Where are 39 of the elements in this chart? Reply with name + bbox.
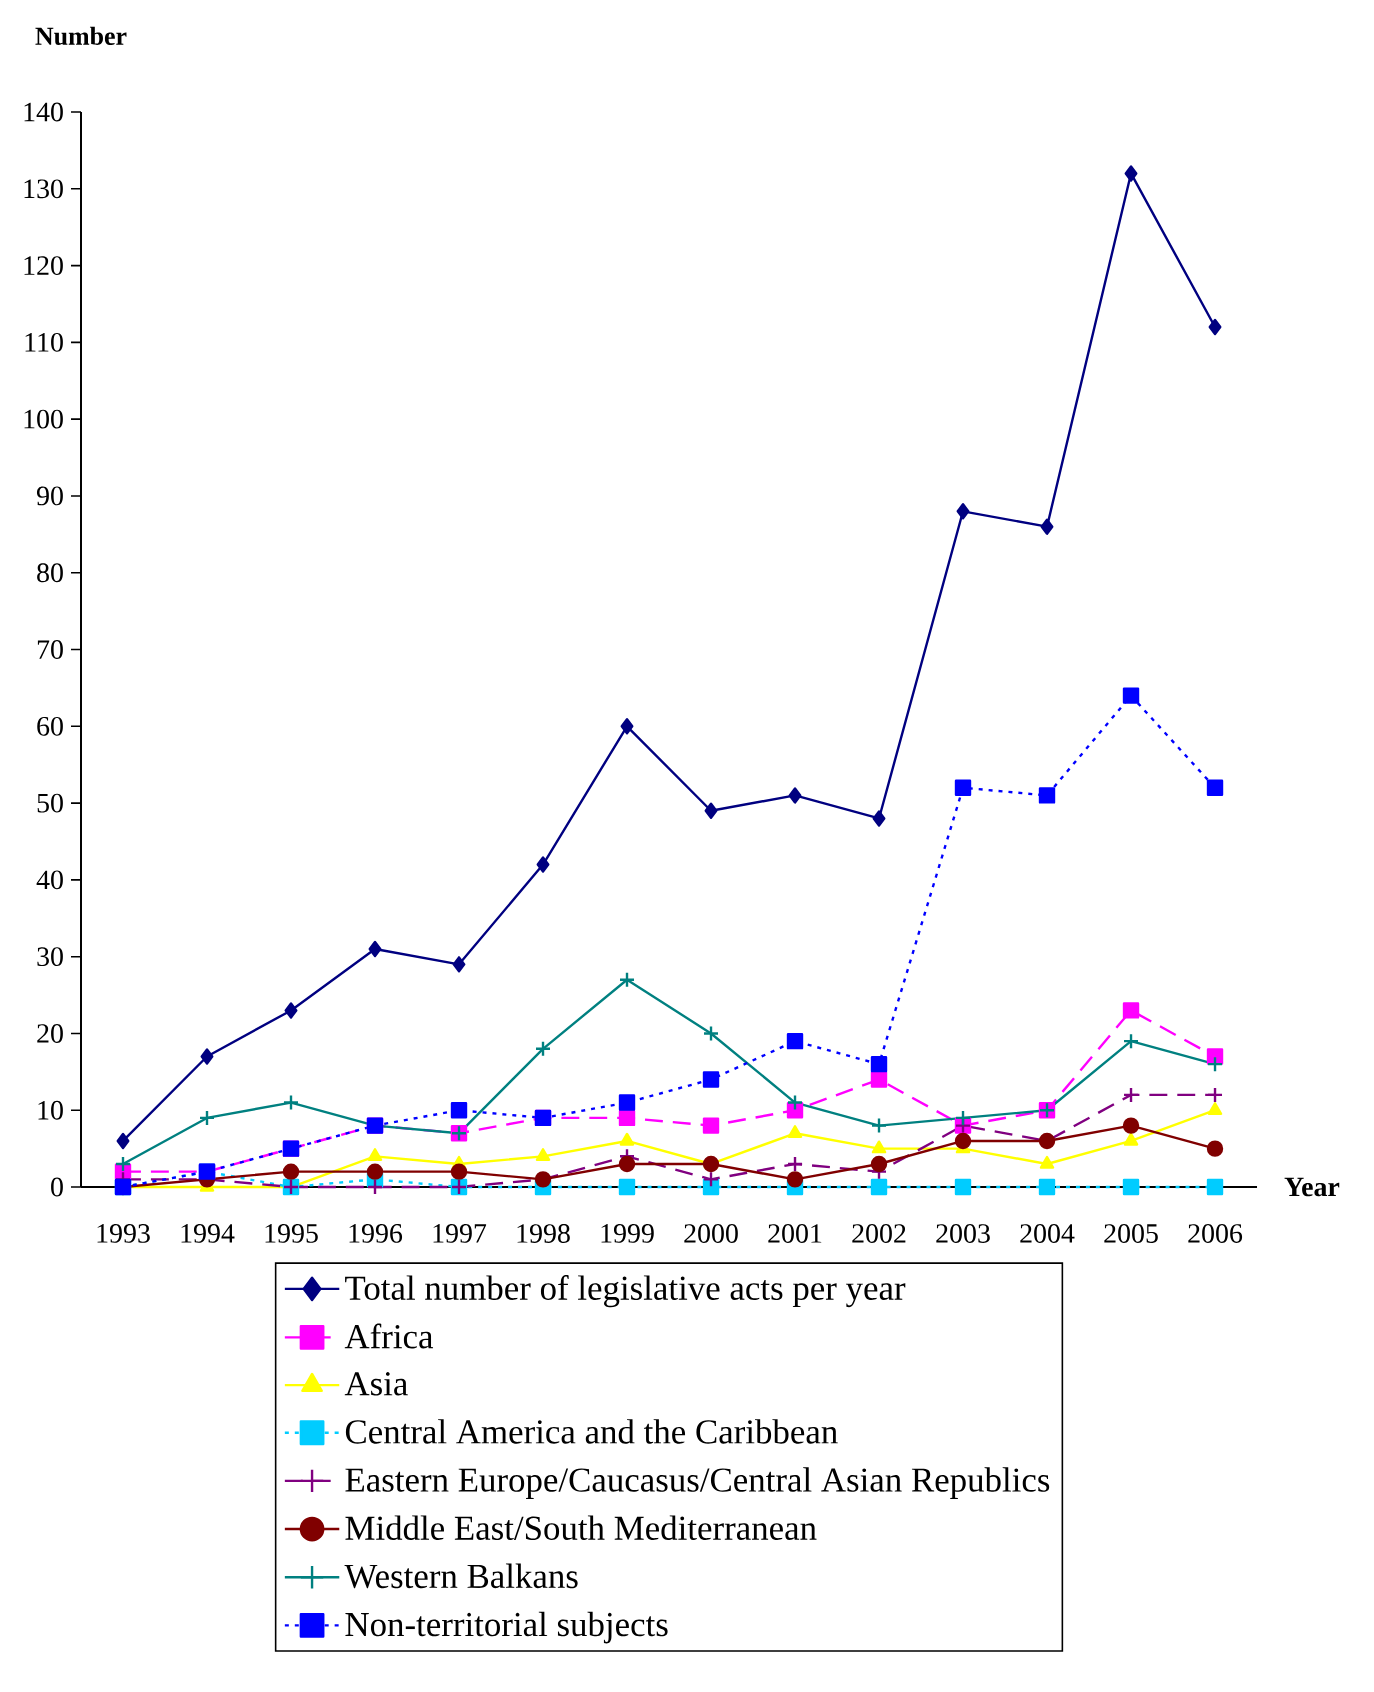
y-tick-label: 0: [51, 1177, 63, 1197]
y-tick-label: 20: [37, 1024, 63, 1043]
y-tick-label: 120: [24, 256, 63, 276]
x-tick-label: 1995: [265, 1224, 318, 1243]
y-tick-label: 80: [37, 563, 63, 583]
y-tick-label: 100: [24, 409, 63, 429]
legend-label: Central America and the Caribbean: [345, 1419, 838, 1444]
x-axis-title: Year: [1284, 1177, 1340, 1197]
legend-label: Western Balkans: [344, 1563, 578, 1589]
x-tick-label: 2004: [1020, 1224, 1075, 1243]
y-tick-label: 60: [37, 716, 63, 736]
y-tick-label: 90: [36, 486, 63, 506]
x-tick-label: 1999: [601, 1224, 654, 1243]
y-tick-label: 130: [24, 179, 63, 199]
x-tick-label: 2006: [1188, 1224, 1243, 1243]
y-tick-label: 40: [36, 870, 63, 890]
legend-label: Eastern Europe/Caucasus/Central Asian Republics: [345, 1467, 1050, 1499]
y-tick-label: 30: [37, 947, 63, 967]
x-tick-label: 2000: [684, 1224, 738, 1243]
y-tick-label: 140: [24, 102, 63, 122]
y-axis-title: Number: [35, 26, 127, 45]
y-tick-label: 110: [25, 332, 63, 352]
legend-label: Middle East/South Mediterranean: [345, 1515, 817, 1540]
x-tick-label: 1993: [97, 1224, 150, 1243]
y-tick-label: 70: [37, 640, 63, 659]
legend-label: Africa: [344, 1323, 434, 1349]
legend-label: Asia: [344, 1372, 408, 1396]
y-tick-label: 50: [37, 793, 63, 813]
x-tick-label: 2003: [936, 1224, 990, 1243]
x-tick-label: 2002: [852, 1224, 906, 1243]
x-tick-label: 1996: [349, 1224, 403, 1243]
x-tick-label: 1997: [433, 1224, 487, 1243]
y-tick-label: 10: [38, 1100, 63, 1120]
x-tick-label: 2001: [768, 1224, 822, 1243]
legend-label: Total number of legislative acts per year: [345, 1275, 906, 1308]
legend-label: Non-territorial subjects: [345, 1611, 668, 1644]
x-tick-label: 1994: [181, 1224, 235, 1243]
x-tick-label: 1998: [517, 1224, 570, 1243]
x-tick-label: 2005: [1104, 1224, 1158, 1243]
